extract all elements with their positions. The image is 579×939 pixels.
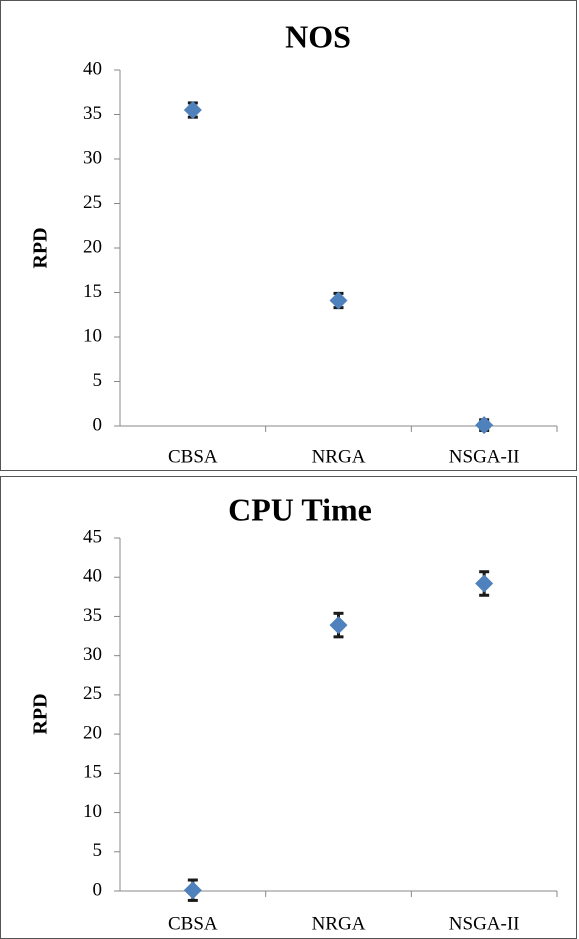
y-tick-label: 20 [83,722,102,743]
y-tick-label: 0 [93,414,103,435]
y-tick-label: 10 [83,325,102,346]
marker [475,574,494,593]
y-tick-label: 30 [83,644,102,665]
x-tick-label: NSGA-II [449,446,520,467]
chart-title: NOS [285,18,351,54]
y-tick-label: 25 [83,192,102,213]
y-tick-label: 10 [83,801,102,822]
chart-title: CPU Time [228,491,372,527]
x-tick-label: NRGA [312,913,366,934]
marker [183,881,202,900]
marker [475,416,494,435]
x-tick-label: CBSA [168,913,218,934]
y-axis-label: RPD [30,227,52,268]
marker [329,291,348,310]
y-tick-label: 15 [83,762,102,783]
panel-border [0,0,577,471]
y-tick-label: 5 [93,840,103,861]
y-tick-label: 5 [93,370,103,391]
marker [329,616,348,635]
y-tick-label: 35 [83,605,102,626]
y-tick-label: 0 [93,879,103,900]
y-tick-label: 15 [83,281,102,302]
y-tick-label: 25 [83,683,102,704]
y-tick-label: 20 [83,236,102,257]
y-tick-label: 45 [83,526,102,547]
marker [183,101,202,120]
y-axis-label: RPD [30,693,52,734]
y-tick-label: 40 [83,58,102,79]
x-tick-label: NRGA [312,446,366,467]
x-tick-label: NSGA-II [449,913,520,934]
y-tick-label: 35 [83,103,102,124]
y-tick-label: 40 [83,566,102,587]
x-tick-label: CBSA [168,446,218,467]
y-tick-label: 30 [83,147,102,168]
